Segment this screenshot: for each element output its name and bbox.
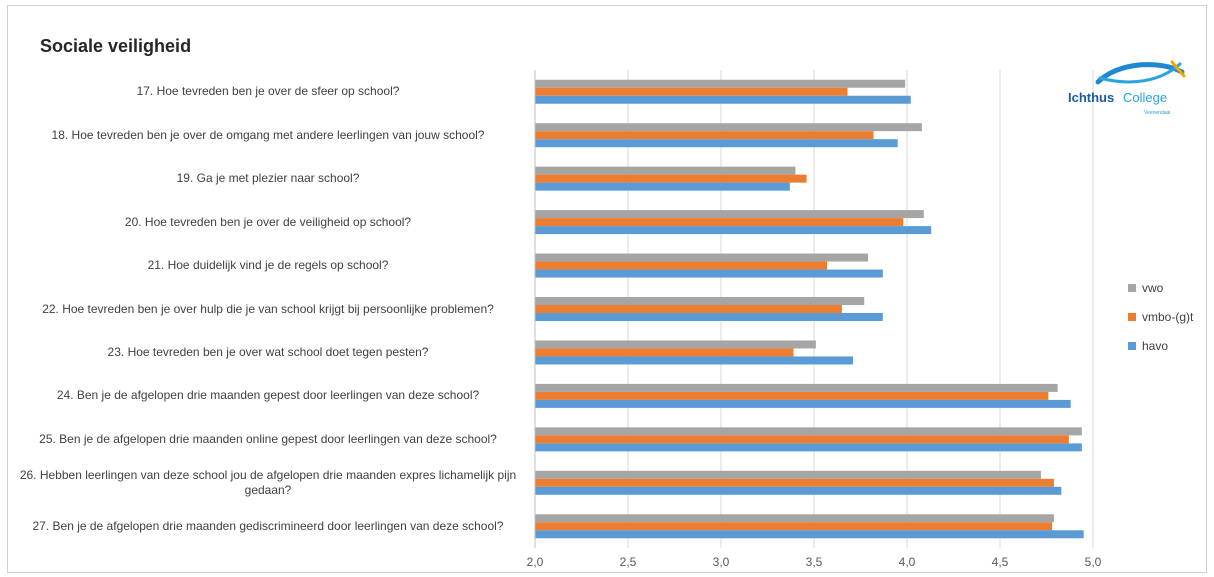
x-tick-label: 2,0 [527, 555, 544, 569]
x-tick-label: 5,0 [1085, 555, 1102, 569]
bar-vwo [535, 253, 868, 262]
bar-vwo [535, 427, 1082, 436]
category-label: 20. Hoe tevreden ben je over de veilighe… [124, 214, 412, 229]
bar-vwo [535, 383, 1058, 392]
category-label: 26. Hebben leerlingen van deze school jo… [19, 467, 517, 497]
bar-vwo [535, 470, 1041, 479]
bar-vmbogt [535, 478, 1054, 487]
bar-havo [535, 226, 932, 235]
x-tick-label: 2,5 [620, 555, 637, 569]
bar-vmbogt [535, 174, 807, 183]
legend: vwo vmbo-(g)t havo [1128, 280, 1193, 367]
category-label: 27. Ben je de afgelopen drie maanden ged… [32, 518, 504, 533]
legend-swatch [1128, 312, 1136, 321]
bar-havo [535, 486, 1062, 495]
ichthus-college-logo: Ichthus College Veenendaal [1068, 60, 1186, 116]
bar-vmbogt [535, 305, 842, 313]
bar-vwo [535, 340, 816, 349]
bar-vwo [535, 166, 796, 175]
legend-swatch [1128, 283, 1136, 292]
chart-title: Sociale veiligheid [40, 36, 192, 56]
bar-vmbogt [535, 391, 1049, 400]
bar-vmbogt [535, 87, 848, 96]
category-label: 22. Hoe tevreden ben je over hulp die je… [42, 301, 494, 316]
bar-havo [535, 182, 790, 191]
category-label: 18. Hoe tevreden ben je over de omgang m… [51, 127, 485, 142]
bar-havo [535, 269, 883, 278]
bar-vmbogt [535, 348, 794, 357]
bar-havo [535, 443, 1082, 452]
legend-swatch [1128, 341, 1136, 350]
x-tick-label: 3,5 [806, 555, 823, 569]
legend-item: vwo [1128, 280, 1193, 295]
legend-label: vmbo-(g)t [1142, 309, 1194, 324]
category-label: 24. Ben je de afgelopen drie maanden gep… [56, 388, 480, 403]
bar-vmbogt [535, 218, 904, 227]
bar-vmbogt [535, 131, 874, 140]
logo-text-2: College [1123, 90, 1167, 105]
bar-havo [535, 399, 1071, 408]
category-label: 23. Hoe tevreden ben je over wat school … [107, 344, 429, 359]
bar-vwo [535, 514, 1054, 523]
bar-havo [535, 313, 883, 321]
bar-vmbogt [535, 435, 1069, 444]
bar-havo [535, 530, 1084, 539]
category-label: 17. Hoe tevreden ben je over de sfeer op… [136, 84, 400, 99]
category-label: 25. Ben je de afgelopen drie maanden onl… [39, 431, 497, 446]
x-tick-label: 4,5 [992, 555, 1009, 569]
legend-item: vmbo-(g)t [1128, 309, 1193, 324]
x-tick-label: 3,0 [713, 555, 730, 569]
bar-havo [535, 95, 911, 104]
x-tick-label: 4,0 [899, 555, 916, 569]
category-label: 21. Hoe duidelijk vind je de regels op s… [147, 258, 389, 273]
bar-vwo [535, 123, 922, 132]
legend-item: havo [1128, 338, 1193, 353]
logo-text: Ichthus [1068, 90, 1114, 105]
bar-vmbogt [535, 261, 828, 270]
logo-subtext: Veenendaal [1144, 110, 1170, 116]
bar-havo [535, 139, 898, 148]
category-label: 19. Ga je met plezier naar school? [176, 171, 360, 186]
bar-vmbogt [535, 522, 1053, 531]
legend-label: vwo [1142, 280, 1164, 295]
bar-havo [535, 356, 854, 365]
bar-vwo [535, 79, 906, 88]
legend-label: havo [1142, 338, 1169, 353]
bar-vwo [535, 297, 865, 305]
bar-vwo [535, 210, 924, 219]
